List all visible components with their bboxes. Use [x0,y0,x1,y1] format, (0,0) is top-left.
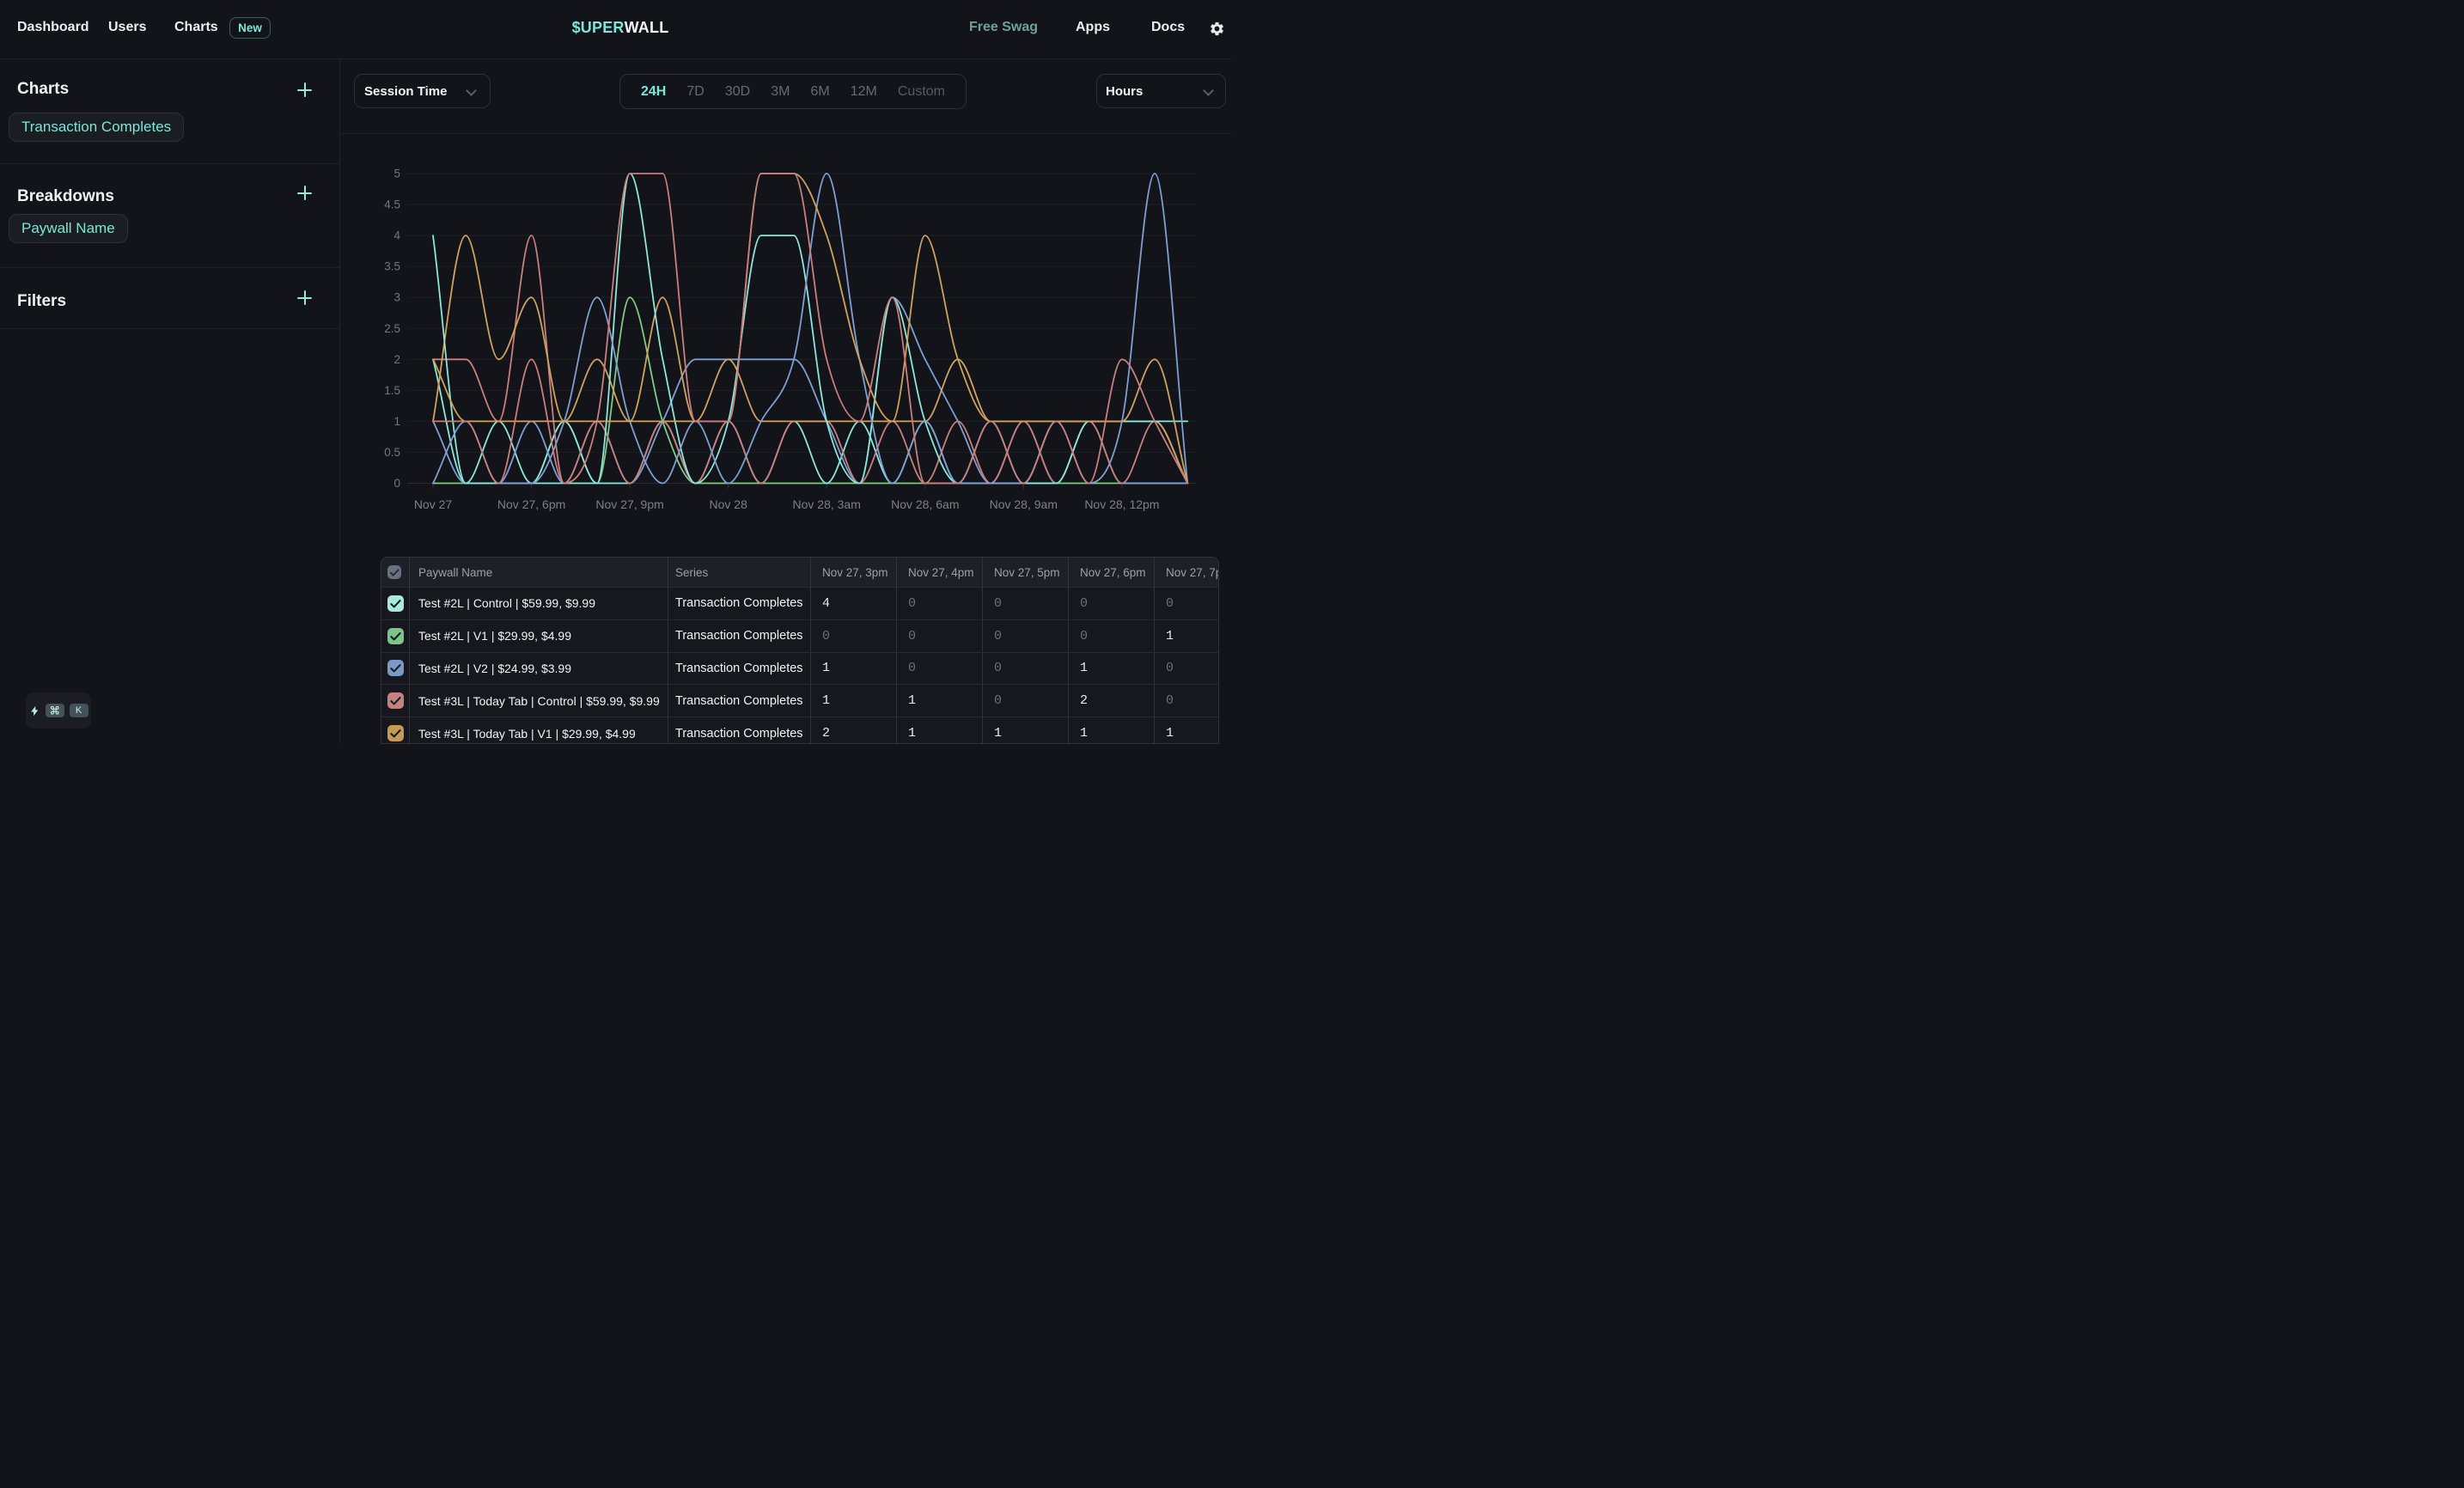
svg-text:Nov 28: Nov 28 [710,497,748,511]
svg-text:Nov 28, 6am: Nov 28, 6am [891,497,959,511]
svg-text:3: 3 [393,291,400,304]
svg-text:3.5: 3.5 [384,260,400,273]
svg-text:1: 1 [393,415,400,428]
svg-text:Nov 27, 6pm: Nov 27, 6pm [497,497,565,511]
svg-text:0: 0 [393,477,400,490]
svg-text:2: 2 [393,353,400,366]
svg-text:4.5: 4.5 [384,198,400,211]
svg-text:Nov 28, 9am: Nov 28, 9am [990,497,1058,511]
svg-text:Nov 28, 3am: Nov 28, 3am [793,497,861,511]
svg-text:4: 4 [393,229,400,242]
svg-text:Nov 27: Nov 27 [414,497,453,511]
svg-text:0.5: 0.5 [384,446,400,459]
svg-text:5: 5 [393,168,400,180]
svg-text:2.5: 2.5 [384,322,400,335]
svg-text:Nov 28, 12pm: Nov 28, 12pm [1084,497,1159,511]
svg-text:1.5: 1.5 [384,384,400,397]
svg-text:Nov 27, 9pm: Nov 27, 9pm [595,497,663,511]
